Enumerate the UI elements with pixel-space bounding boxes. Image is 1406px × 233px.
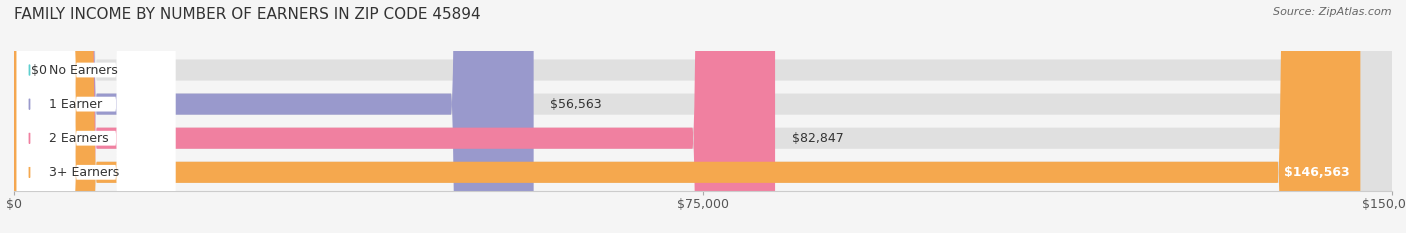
Text: No Earners: No Earners	[48, 64, 117, 76]
Text: $146,563: $146,563	[1284, 166, 1350, 179]
Text: $56,563: $56,563	[550, 98, 602, 111]
FancyBboxPatch shape	[14, 0, 1361, 233]
Text: 3+ Earners: 3+ Earners	[48, 166, 118, 179]
FancyBboxPatch shape	[14, 0, 1392, 233]
Text: $0: $0	[31, 64, 46, 76]
FancyBboxPatch shape	[17, 0, 176, 233]
Text: FAMILY INCOME BY NUMBER OF EARNERS IN ZIP CODE 45894: FAMILY INCOME BY NUMBER OF EARNERS IN ZI…	[14, 7, 481, 22]
FancyBboxPatch shape	[14, 0, 775, 233]
Text: $82,847: $82,847	[792, 132, 844, 145]
FancyBboxPatch shape	[14, 0, 1392, 233]
Text: 2 Earners: 2 Earners	[48, 132, 108, 145]
FancyBboxPatch shape	[14, 0, 1392, 233]
FancyBboxPatch shape	[14, 0, 534, 233]
Text: 1 Earner: 1 Earner	[48, 98, 101, 111]
FancyBboxPatch shape	[17, 0, 176, 233]
FancyBboxPatch shape	[14, 0, 1392, 233]
Text: Source: ZipAtlas.com: Source: ZipAtlas.com	[1274, 7, 1392, 17]
FancyBboxPatch shape	[17, 0, 176, 233]
FancyBboxPatch shape	[17, 0, 176, 233]
